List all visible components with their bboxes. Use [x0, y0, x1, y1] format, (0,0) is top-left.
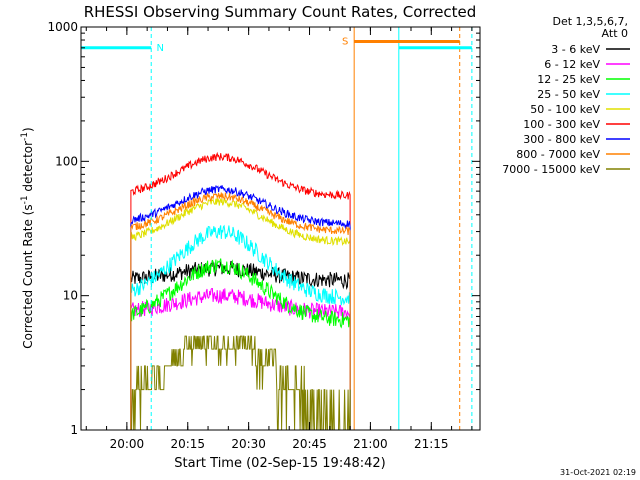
series-1 — [130, 288, 351, 430]
legend-label-3: 25 - 50 keV — [537, 88, 600, 101]
x-tick-label-0: 20:00 — [110, 437, 145, 451]
y-tick-label-2: 100 — [55, 154, 78, 168]
x-axis-label: Start Time (02-Sep-15 19:48:42) — [174, 456, 385, 471]
y-axis-label-end: ) — [21, 127, 35, 132]
legend: Det 1,3,5,6,7,Att 03 - 6 keV 6 - 12 keV 12… — [502, 15, 630, 176]
series-line-3 — [130, 224, 351, 430]
legend-label-0: 3 - 6 keV — [551, 43, 600, 56]
series-line-1 — [130, 288, 351, 430]
series-7 — [130, 192, 351, 430]
legend-label-6: 300 - 800 keV — [523, 133, 600, 146]
y-axis-label-sup-2: -1 — [20, 132, 30, 141]
y-tick-label-3: 1000 — [47, 20, 78, 34]
legend-label-7: 800 - 7000 keV — [516, 148, 600, 161]
x-tick-label-1: 20:15 — [170, 437, 205, 451]
y-tick-label-1: 10 — [63, 289, 78, 303]
legend-label-1: 6 - 12 keV — [544, 58, 600, 71]
y-axis-label-sup-1: -1 — [20, 195, 30, 204]
flag-label-1: S — [342, 36, 348, 47]
legend-header-0: Det 1,3,5,6,7, — [552, 15, 628, 28]
plot-area: NS — [80, 27, 473, 431]
series-line-2 — [130, 258, 351, 430]
legend-label-2: 12 - 25 keV — [537, 73, 600, 86]
series-line-8 — [130, 335, 351, 431]
y-tick-label-0: 1 — [70, 423, 78, 437]
series-line-7 — [130, 192, 351, 430]
series-line-6 — [130, 185, 351, 430]
flag-label-0: N — [156, 43, 163, 54]
y-axis-label: Corrected Count Rate (s-1 detector-1) — [20, 127, 35, 348]
legend-label-4: 50 - 100 keV — [530, 103, 600, 116]
x-tick-label-4: 21:00 — [353, 437, 388, 451]
chart-title: RHESSI Observing Summary Count Rates, Co… — [84, 3, 477, 21]
series-line-5 — [130, 151, 351, 430]
x-tick-label-2: 20:30 — [231, 437, 266, 451]
axes: 1 10 100 1000 20:00 20:15 20:30 20:45 21:00 21:15 — [47, 20, 481, 451]
series-8 — [130, 335, 351, 431]
x-tick-label-3: 20:45 — [292, 437, 327, 451]
legend-label-8: 7000 - 15000 keV — [502, 163, 600, 176]
series-line-4 — [130, 197, 351, 430]
legend-header-1: Att 0 — [602, 27, 628, 40]
plot-frame — [80, 26, 481, 431]
y-axis-label-mid: detector — [21, 141, 35, 196]
series-3 — [130, 224, 351, 430]
legend-label-5: 100 - 300 keV — [523, 118, 600, 131]
x-tick-label-5: 21:15 — [414, 437, 449, 451]
timestamp: 31-Oct-2021 02:19 — [560, 468, 636, 477]
series-4 — [130, 197, 351, 430]
series-2 — [130, 258, 351, 430]
y-axis-label-main: Corrected Count Rate (s — [21, 204, 35, 348]
series-5 — [130, 151, 351, 430]
series-6 — [130, 185, 351, 430]
